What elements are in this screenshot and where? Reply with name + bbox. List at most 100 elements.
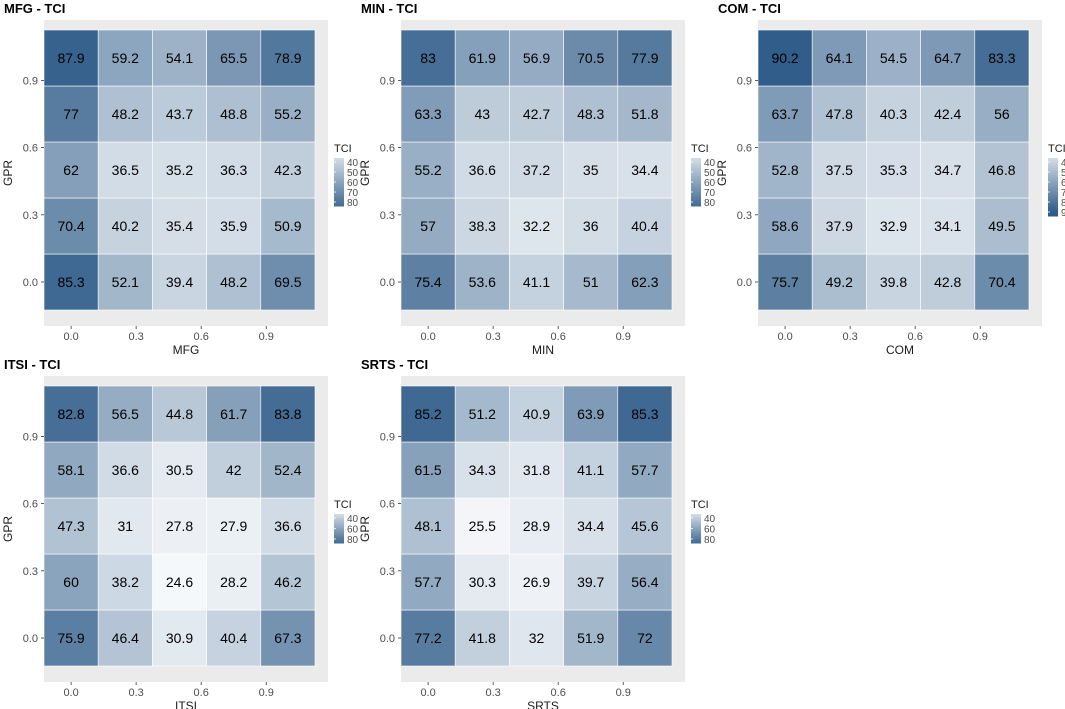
legend-colorbar-segment <box>334 514 344 516</box>
cell-value-label: 62.3 <box>631 274 658 290</box>
cell-value-label: 72 <box>637 630 653 646</box>
x-tick-label: 0.9 <box>973 331 988 343</box>
cell-value-label: 52.1 <box>112 274 139 290</box>
cell-value-label: 65.5 <box>220 50 247 66</box>
cell-value-label: 54.1 <box>166 50 193 66</box>
legend-title: TCI <box>691 143 709 155</box>
legend-label: 50 <box>704 168 716 179</box>
cell-value-label: 35 <box>583 162 599 178</box>
heatmap-cell <box>454 385 510 443</box>
heatmap-cell <box>617 385 673 443</box>
cell-value-label: 56.4 <box>631 574 658 590</box>
x-tick-label: 0.9 <box>616 687 631 699</box>
cell-value-label: 37.5 <box>826 162 853 178</box>
heatmap-cell <box>509 29 564 87</box>
cell-value-label: 52.8 <box>771 162 798 178</box>
cell-value-label: 30.5 <box>166 462 193 478</box>
cell-value-label: 56.9 <box>523 50 550 66</box>
legend-colorbar-segment <box>1048 170 1058 173</box>
legend-label: 80 <box>347 198 359 209</box>
legend-colorbar-segment <box>1048 165 1058 169</box>
legend-colorbar-segment <box>1048 203 1058 207</box>
cell-value-label: 51 <box>583 274 599 290</box>
legend-colorbar-segment <box>691 518 701 521</box>
cell-value-label: 25.5 <box>469 518 496 534</box>
legend-colorbar-segment <box>691 530 701 533</box>
legend-label: 80 <box>704 535 716 546</box>
heatmap-cell <box>617 85 673 143</box>
legend-colorbar-segment <box>1048 179 1058 183</box>
heatmap-cell <box>206 197 262 255</box>
legend-label: 70 <box>347 188 359 199</box>
legend-colorbar-segment <box>334 518 344 521</box>
cell-value-label: 36.6 <box>469 162 496 178</box>
cell-value-label: 28.9 <box>523 518 550 534</box>
heatmap-cell <box>152 197 207 255</box>
panel-title: SRTS - TCI <box>361 357 428 372</box>
heatmap-cell <box>920 29 976 87</box>
legend-colorbar-segment <box>1048 160 1058 164</box>
legend-colorbar-segment <box>334 172 344 175</box>
legend-colorbar-segment <box>334 158 344 161</box>
cell-value-label: 30.9 <box>166 630 193 646</box>
legend-colorbar-segment <box>334 517 344 520</box>
legend-colorbar-segment <box>334 202 344 205</box>
heatmap-cell <box>152 253 207 311</box>
legend-colorbar-segment <box>1048 158 1058 161</box>
cell-value-label: 42.4 <box>934 106 961 122</box>
heatmap-cell <box>866 253 921 311</box>
legend-colorbar-segment <box>334 174 344 177</box>
cell-value-label: 47.8 <box>826 106 853 122</box>
x-axis-title: MFG <box>173 343 200 357</box>
x-tick-label: 0.3 <box>128 687 143 699</box>
heatmap-cell <box>454 441 510 499</box>
legend-colorbar-segment <box>691 164 701 167</box>
legend-colorbar-segment <box>691 192 701 195</box>
legend-label: 40 <box>347 158 359 169</box>
legend-colorbar-segment <box>334 541 344 544</box>
legend-colorbar-segment <box>691 529 701 532</box>
cell-value-label: 56 <box>994 106 1010 122</box>
cell-value-label: 36.5 <box>112 162 139 178</box>
legend-colorbar-segment <box>691 520 701 522</box>
heatmap-cell <box>97 385 153 443</box>
cell-value-label: 42.3 <box>274 162 301 178</box>
x-tick-label: 0.9 <box>259 687 274 699</box>
heatmap-cell <box>206 609 262 667</box>
y-tick-label: 0.0 <box>380 633 395 645</box>
legend-colorbar-segment <box>334 540 344 543</box>
heatmap-cell <box>563 141 619 199</box>
legend-colorbar-segment <box>691 196 701 199</box>
cell-value-label: 51.9 <box>577 630 604 646</box>
y-axis-title: GPR <box>358 516 372 542</box>
heatmap-cell <box>260 441 316 499</box>
cell-value-label: 41.1 <box>577 462 604 478</box>
cell-value-label: 58.6 <box>771 218 798 234</box>
heatmap-cell <box>454 29 510 87</box>
y-tick-label: 0.3 <box>380 210 395 222</box>
cell-value-label: 64.7 <box>934 50 961 66</box>
heatmap-cell <box>617 197 673 255</box>
legend-colorbar-segment <box>691 517 701 520</box>
heatmap-cell <box>757 85 813 143</box>
y-tick-label: 0.3 <box>23 566 38 578</box>
legend-colorbar-segment <box>691 168 701 171</box>
heatmap-cell <box>206 385 262 443</box>
legend-label: 60 <box>347 178 359 189</box>
heatmap-cell <box>866 85 921 143</box>
y-tick-label: 0.6 <box>23 143 38 155</box>
cell-value-label: 54.5 <box>880 50 907 66</box>
legend-colorbar-segment <box>1048 208 1058 212</box>
legend-colorbar-segment <box>691 514 701 516</box>
cell-value-label: 52.4 <box>274 462 301 478</box>
legend-colorbar-segment <box>691 535 701 538</box>
heatmap-cell <box>509 553 564 611</box>
cell-value-label: 58.1 <box>57 462 84 478</box>
cell-value-label: 48.1 <box>414 518 441 534</box>
legend-colorbar-segment <box>691 184 701 187</box>
x-axis-title: COM <box>886 343 914 357</box>
legend-colorbar-segment <box>691 186 701 189</box>
heatmap-panel: MIN - TCI 75.4 53.6 41.1 51 62.3 57 38.3 32.2 36 4… <box>358 1 716 357</box>
cell-value-label: 45.6 <box>631 518 658 534</box>
